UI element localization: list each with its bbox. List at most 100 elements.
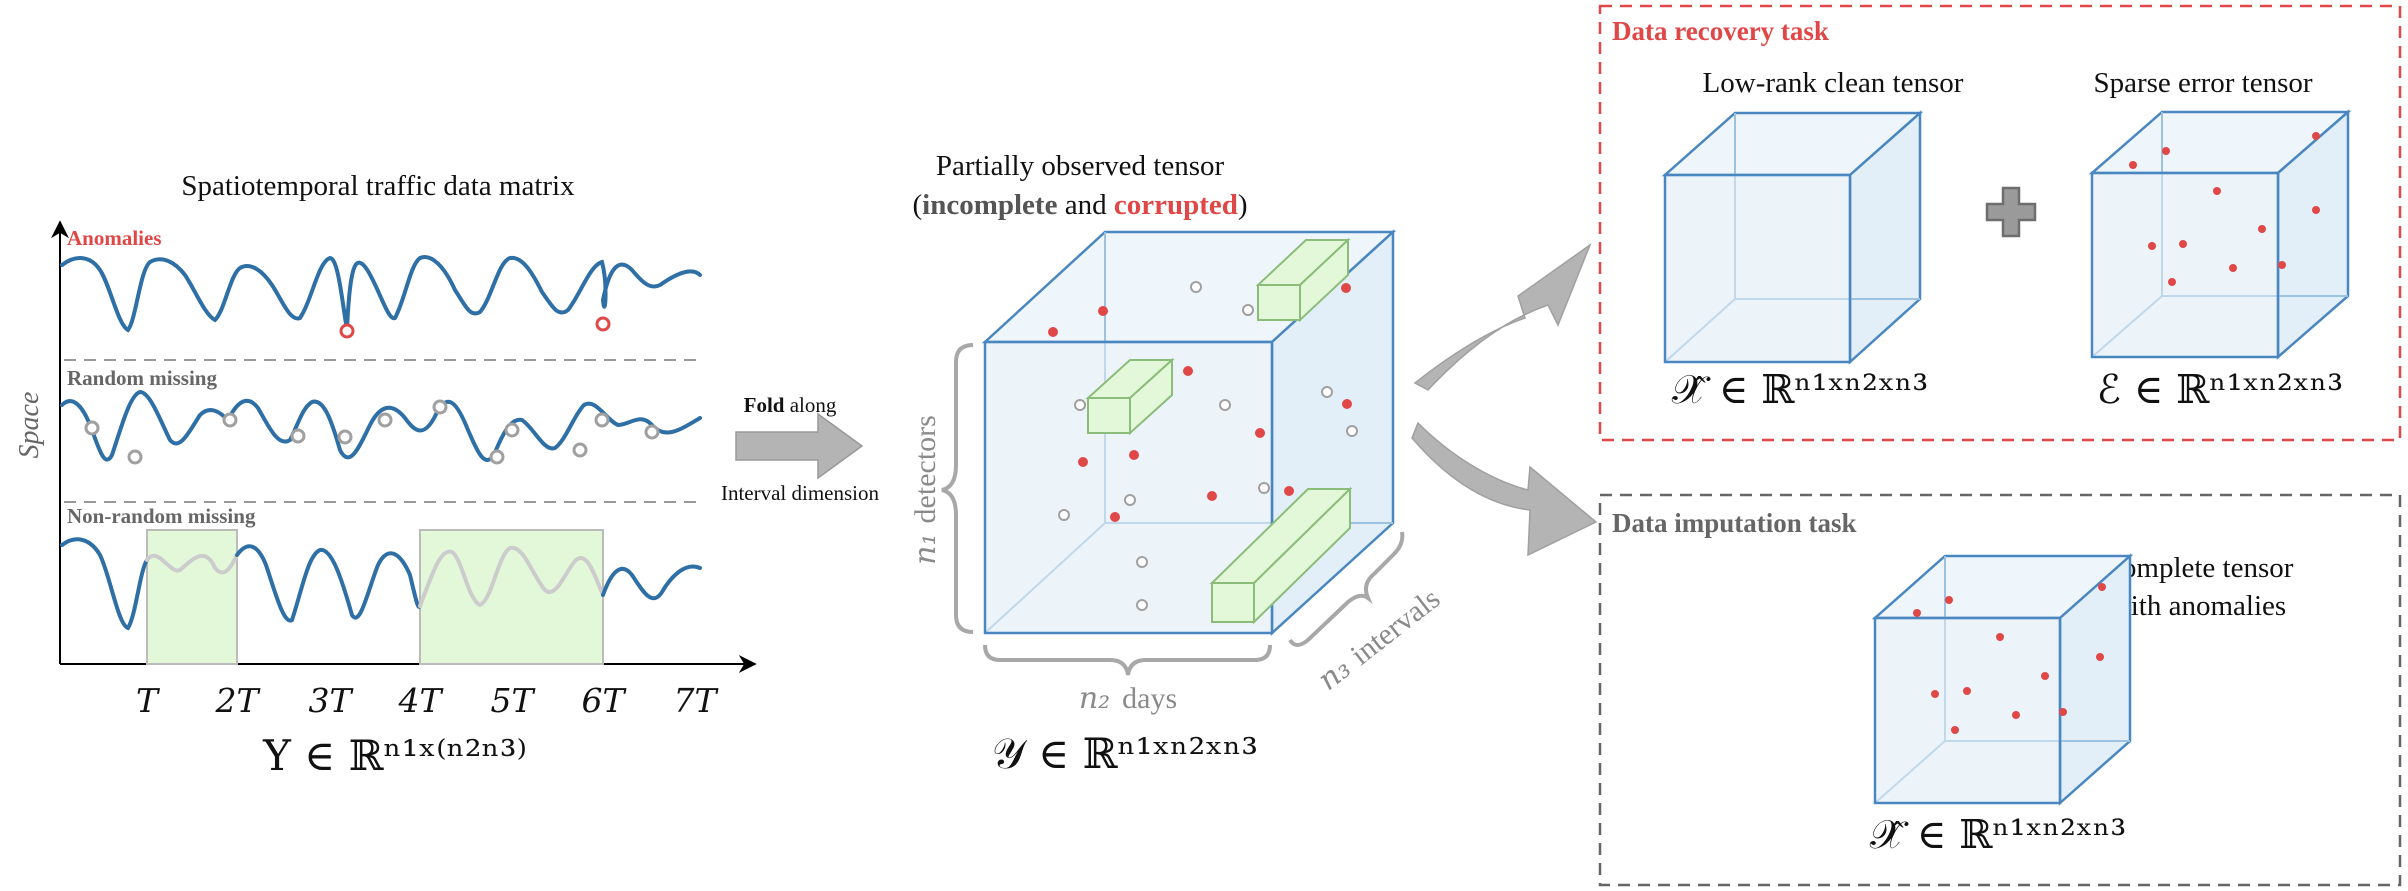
corrupted-point: [1255, 428, 1265, 438]
recovery-box-border: [1598, 4, 2402, 442]
corrupted-point: [1183, 366, 1193, 376]
detectors-var: n₁: [908, 533, 943, 564]
recovery-task-title: Data recovery task: [1612, 16, 1829, 46]
missing-point: [1321, 386, 1333, 398]
missing-point: [1242, 304, 1254, 316]
matrix-formula: Y ∈ ℝⁿ¹ˣ⁽ⁿ²ⁿ³⁾: [262, 731, 527, 780]
error-point: [2229, 264, 2237, 272]
error-point: [2312, 206, 2320, 214]
error-point: [2162, 147, 2170, 155]
missing-point-marker: [572, 442, 588, 458]
missing-point-marker: [644, 424, 660, 440]
missing-point: [1219, 399, 1231, 411]
detectors-word: detectors: [909, 415, 942, 523]
anomaly-point: [1913, 609, 1921, 617]
corrupted-point: [1129, 450, 1139, 460]
low-rank-title: Low-rank clean tensor: [1703, 67, 1964, 99]
anomaly-point: [2096, 653, 2104, 661]
days-label: n₂ days: [1079, 681, 1177, 716]
missing-point-marker: [504, 422, 520, 438]
missing-point: [1136, 599, 1148, 611]
hidden-series-segment: [145, 553, 239, 575]
missing-point: [1074, 399, 1086, 411]
anomaly-point: [1963, 687, 1971, 695]
corrupted-points: [1048, 283, 1352, 522]
imputation-formula: 𝒳̂ ∈ ℝⁿ¹ˣⁿ²ˣⁿ³: [1870, 812, 2127, 858]
anomalies-label: Anomalies: [67, 226, 162, 250]
corrupted-point: [1342, 399, 1352, 409]
missing-fiber: [1253, 486, 1351, 625]
random-missing-label: Random missing: [67, 366, 217, 390]
x-tick-label: 7T: [673, 681, 719, 720]
imputation-task-box: Data imputation task Complete tensor wit…: [1598, 493, 2402, 887]
cube-front-face: [1663, 173, 1852, 364]
error-point: [2258, 225, 2266, 233]
missing-fiber: [1257, 284, 1301, 321]
matrix-panel: Spatiotemporal traffic data matrix Space…: [14, 170, 757, 780]
corrupted-point: [1284, 486, 1294, 496]
missing-point-marker: [127, 449, 143, 465]
error-point: [2213, 187, 2221, 195]
anomalies-series: [60, 255, 702, 333]
matrix-title: Spatiotemporal traffic data matrix: [181, 170, 575, 202]
recovery-task-box: Data recovery task Low-rank clean tensor…: [1598, 4, 2402, 442]
tensor-formula: 𝒴 ∈ ℝⁿ¹ˣⁿ²ˣⁿ³: [992, 729, 1258, 778]
missing-fibers: [1085, 237, 1353, 625]
error-point: [2278, 261, 2286, 269]
right-arrow-icon: [735, 412, 864, 480]
missing-point: [1346, 425, 1358, 437]
sparse-title: Sparse error tensor: [2093, 67, 2312, 99]
anomaly-marker: [339, 323, 355, 339]
y-axis-label: Space: [14, 392, 45, 459]
x-tick-label: 6T: [581, 681, 627, 720]
intervals-brace: [1288, 531, 1405, 647]
tensor-panel: Partially observed tensor (incomplete an…: [908, 150, 1447, 778]
sparse-formula: ℰ ∈ ℝⁿ¹ˣⁿ²ˣⁿ³: [2097, 367, 2343, 413]
x-tick-label: 2T: [214, 681, 261, 720]
tensor-subtitle-open: (: [912, 189, 922, 221]
missing-point: [1136, 556, 1148, 568]
corrupted-point: [1341, 283, 1351, 293]
tensor-subtitle: (incomplete and corrupted): [912, 189, 1247, 221]
fold-label: Fold along: [744, 393, 837, 417]
missing-point-marker: [489, 449, 505, 465]
anomaly-point: [1945, 596, 1953, 604]
detectors-label: n₁ detectors: [908, 415, 943, 565]
x-tick-label: 3T: [308, 681, 354, 720]
missing-fiber: [1299, 237, 1349, 323]
anomaly-point: [2012, 711, 2020, 719]
intervals-var: n₃: [1311, 651, 1357, 698]
detectors-brace: [941, 343, 974, 634]
missing-fiber: [1087, 397, 1131, 434]
corrupted-point: [1110, 512, 1120, 522]
missing-point-marker: [337, 429, 353, 445]
intervals-axis-label: n₃intervals: [1311, 581, 1447, 698]
anomaly-point: [1996, 633, 2004, 641]
missing-point: [1058, 509, 1070, 521]
missing-point-marker: [432, 399, 448, 415]
complete-tensor-cube: [1871, 553, 2134, 806]
detectors-axis-label: n₁ detectors: [908, 415, 943, 565]
intervals-label: n₃intervals: [1311, 581, 1447, 698]
sparse-error-cube: [2088, 109, 2352, 360]
x-tick-label: 5T: [490, 681, 536, 720]
incomplete-label: incomplete: [922, 189, 1057, 221]
missing-fiber: [1211, 582, 1255, 623]
fold-arrow-group: Fold along Interval dimension: [721, 393, 880, 505]
missing-point: [1258, 482, 1270, 494]
anomaly-point: [2098, 583, 2106, 591]
anomaly-point: [2041, 672, 2049, 680]
sparse-error-points: [2129, 132, 2320, 286]
anomaly-point: [1931, 690, 1939, 698]
low-rank-cube: [1661, 110, 1924, 365]
imputation-caption-line2: with anomalies: [2110, 590, 2286, 622]
corrupted-point: [1098, 306, 1108, 316]
missing-point: [1124, 494, 1136, 506]
cube-front-face: [2090, 171, 2280, 359]
missing-point-marker: [84, 420, 100, 436]
fold-label-bold: Fold: [744, 393, 785, 417]
arrow-to-imputation-icon: [1411, 421, 1598, 557]
anomaly-marker: [595, 316, 611, 332]
non-random-series-segment: [235, 544, 422, 623]
